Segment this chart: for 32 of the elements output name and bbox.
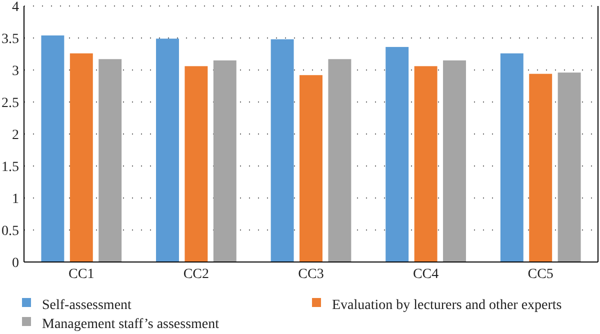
- x-tick-label: CC4: [412, 267, 439, 282]
- bar: [270, 39, 294, 262]
- legend-label: Management staff’s assessment: [42, 316, 220, 332]
- bar: [386, 46, 409, 262]
- y-tick-label: 3: [12, 64, 19, 79]
- y-tick-label: 4: [12, 0, 19, 15]
- y-tick-label: 0: [12, 256, 19, 271]
- legend-label: Self-assessment: [42, 298, 132, 313]
- bar: [558, 72, 581, 262]
- bar: [443, 60, 466, 262]
- bar: [98, 59, 122, 262]
- bar: [41, 35, 64, 262]
- bar: [414, 66, 438, 262]
- bar: [213, 60, 236, 262]
- x-tick-label: CC3: [298, 267, 324, 282]
- x-tick-label: CC5: [528, 267, 554, 282]
- legend-label: Evaluation by lecturers and other experts: [332, 298, 562, 313]
- bar: [300, 75, 322, 262]
- y-tick-label: 0.5: [2, 224, 19, 239]
- bar: [184, 66, 208, 262]
- bar: [156, 38, 179, 262]
- bar: [500, 53, 524, 262]
- x-tick-label: CC2: [183, 267, 210, 282]
- bar: [529, 74, 552, 262]
- bar: [328, 59, 352, 262]
- y-tick-label: 2.5: [2, 96, 19, 111]
- y-tick-label: 1: [12, 192, 19, 207]
- y-tick-label: 2: [12, 128, 19, 143]
- y-tick-label: 1.5: [2, 160, 19, 175]
- y-tick-label: 3.5: [2, 32, 19, 47]
- bar: [70, 53, 93, 262]
- x-tick-label: CC1: [68, 267, 94, 282]
